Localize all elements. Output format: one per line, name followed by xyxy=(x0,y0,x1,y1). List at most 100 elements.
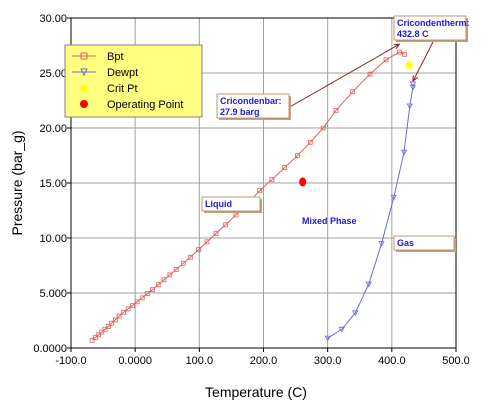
x-tick-label: 300.0 xyxy=(314,355,342,367)
dewpt-marker-icon xyxy=(80,68,88,77)
y-tick-label: 15.00 xyxy=(39,178,67,190)
annotations-layer: Cricondenbar:27.9 barg Cricondentherm:432… xyxy=(201,15,470,252)
data-point-bpt xyxy=(134,299,140,305)
y-tick-label: 10.00 xyxy=(39,233,67,245)
y-axis-title: Pressure (bar_g) xyxy=(9,130,25,235)
series-layer xyxy=(89,49,417,343)
data-point-dewpt xyxy=(400,149,408,156)
data-point-bpt xyxy=(150,287,155,293)
x-tick-label: 0.0000 xyxy=(118,355,152,367)
x-tick-label: 100.0 xyxy=(186,355,214,367)
x-tick-label: 500.0 xyxy=(442,355,470,367)
point-markers xyxy=(299,61,413,187)
data-point-bpt xyxy=(367,71,373,77)
annotation-text: Gas xyxy=(397,238,414,248)
legend-label-dewpt: Dewpt xyxy=(107,67,138,79)
data-point-bpt xyxy=(196,247,202,252)
x-tick-label: -100.0 xyxy=(55,355,86,367)
data-point-bpt xyxy=(180,260,186,266)
cricondenbar-arrow-head xyxy=(393,43,400,50)
data-point-bpt xyxy=(89,337,95,343)
data-point-bpt xyxy=(282,165,288,171)
data-point-dewpt xyxy=(409,81,417,88)
data-point-bpt xyxy=(167,272,173,278)
annotation-cricondenbar: Cricondenbar:27.9 barg xyxy=(216,93,291,120)
legend-entry-operating-point: Operating Point xyxy=(80,99,183,111)
annotation-text: 27.9 barg xyxy=(220,107,260,117)
data-point-bpt xyxy=(139,295,145,301)
data-point-dewpt xyxy=(390,194,397,201)
annotation-box xyxy=(393,15,467,41)
data-point-bpt xyxy=(102,326,108,332)
annotation-cricondentherm: Cricondentherm:432.8 C xyxy=(393,15,470,42)
data-point-dewpt xyxy=(409,84,417,91)
data-point-bpt xyxy=(173,266,179,272)
data-point-bpt xyxy=(397,49,402,55)
data-point-bpt xyxy=(130,303,136,309)
annotation-box xyxy=(201,196,261,212)
data-point-dewpt xyxy=(365,281,372,288)
annotation-text: Liquid xyxy=(205,199,232,209)
legend-label-operating-point: Operating Point xyxy=(107,99,183,111)
x-axis-title: Temperature (C) xyxy=(205,384,307,400)
cricondenbar-arrow xyxy=(287,43,400,109)
x-tick-label: 200.0 xyxy=(250,355,278,367)
legend-entry-bpt: Bpt xyxy=(72,51,124,63)
series-line-dewpt xyxy=(327,83,414,339)
data-point-bpt xyxy=(161,277,167,283)
data-point-dewpt xyxy=(352,310,359,317)
cricondentherm-arrow xyxy=(412,41,434,82)
point-operating-point xyxy=(299,177,307,187)
x-tick-label: 400.0 xyxy=(378,355,406,367)
data-point-bpt xyxy=(223,222,229,228)
annotation-box xyxy=(216,93,290,119)
annotation-arrows xyxy=(287,41,434,109)
data-point-bpt xyxy=(125,306,131,312)
legend-entry-crit-pt: Crit Pt xyxy=(80,83,138,95)
annotation-text: Mixed Phase xyxy=(302,216,357,226)
point-crit-pt xyxy=(405,61,413,69)
bpt-marker-icon xyxy=(80,52,88,60)
data-point-bpt xyxy=(383,57,389,63)
data-point-bpt xyxy=(333,108,339,113)
data-point-bpt xyxy=(109,320,114,326)
data-point-bpt xyxy=(144,291,150,296)
data-point-bpt xyxy=(213,231,219,237)
data-point-dewpt xyxy=(378,241,385,247)
data-point-bpt xyxy=(307,139,313,145)
data-point-bpt xyxy=(295,153,300,158)
data-point-bpt xyxy=(320,125,326,131)
legend-label-bpt: Bpt xyxy=(107,51,124,63)
data-point-bpt xyxy=(92,335,98,340)
data-point-bpt xyxy=(96,332,101,338)
y-tick-label: 30.00 xyxy=(39,13,67,25)
data-point-bpt xyxy=(257,188,263,194)
annotation-box xyxy=(393,235,455,251)
y-tick-label: 0.0000 xyxy=(33,343,67,355)
annotation-text: 432.8 C xyxy=(397,29,429,39)
data-point-bpt xyxy=(116,313,122,319)
annotation-text: Cricondenbar: xyxy=(220,96,282,106)
data-point-dewpt xyxy=(406,103,413,110)
y-tick-label: 5.000 xyxy=(39,288,67,300)
x-axis-ticks: -100.0 0.0000 100.0 200.0 300.0 400.0 500.0 xyxy=(55,348,470,367)
data-point-bpt xyxy=(112,317,118,323)
y-tick-label: 25.00 xyxy=(39,68,67,80)
legend-entry-dewpt: Dewpt xyxy=(72,67,138,79)
data-point-dewpt xyxy=(324,335,331,342)
y-tick-label: 20.00 xyxy=(39,123,67,135)
data-point-bpt xyxy=(269,177,275,183)
data-point-bpt xyxy=(99,329,105,335)
legend: Bpt Dewpt Crit Pt Operating Point xyxy=(64,44,203,118)
data-point-bpt xyxy=(350,89,356,95)
annotation-gas: Gas xyxy=(393,235,456,252)
annotation-liquid: Liquid xyxy=(201,196,262,213)
operating-point-marker-icon xyxy=(80,100,88,108)
data-point-bpt xyxy=(204,239,210,245)
data-point-bpt xyxy=(187,254,193,260)
data-point-bpt xyxy=(105,324,111,329)
annotation-text: Cricondentherm: xyxy=(397,18,470,28)
data-point-bpt xyxy=(402,51,408,57)
cricondentherm-arrow-head xyxy=(412,75,418,82)
